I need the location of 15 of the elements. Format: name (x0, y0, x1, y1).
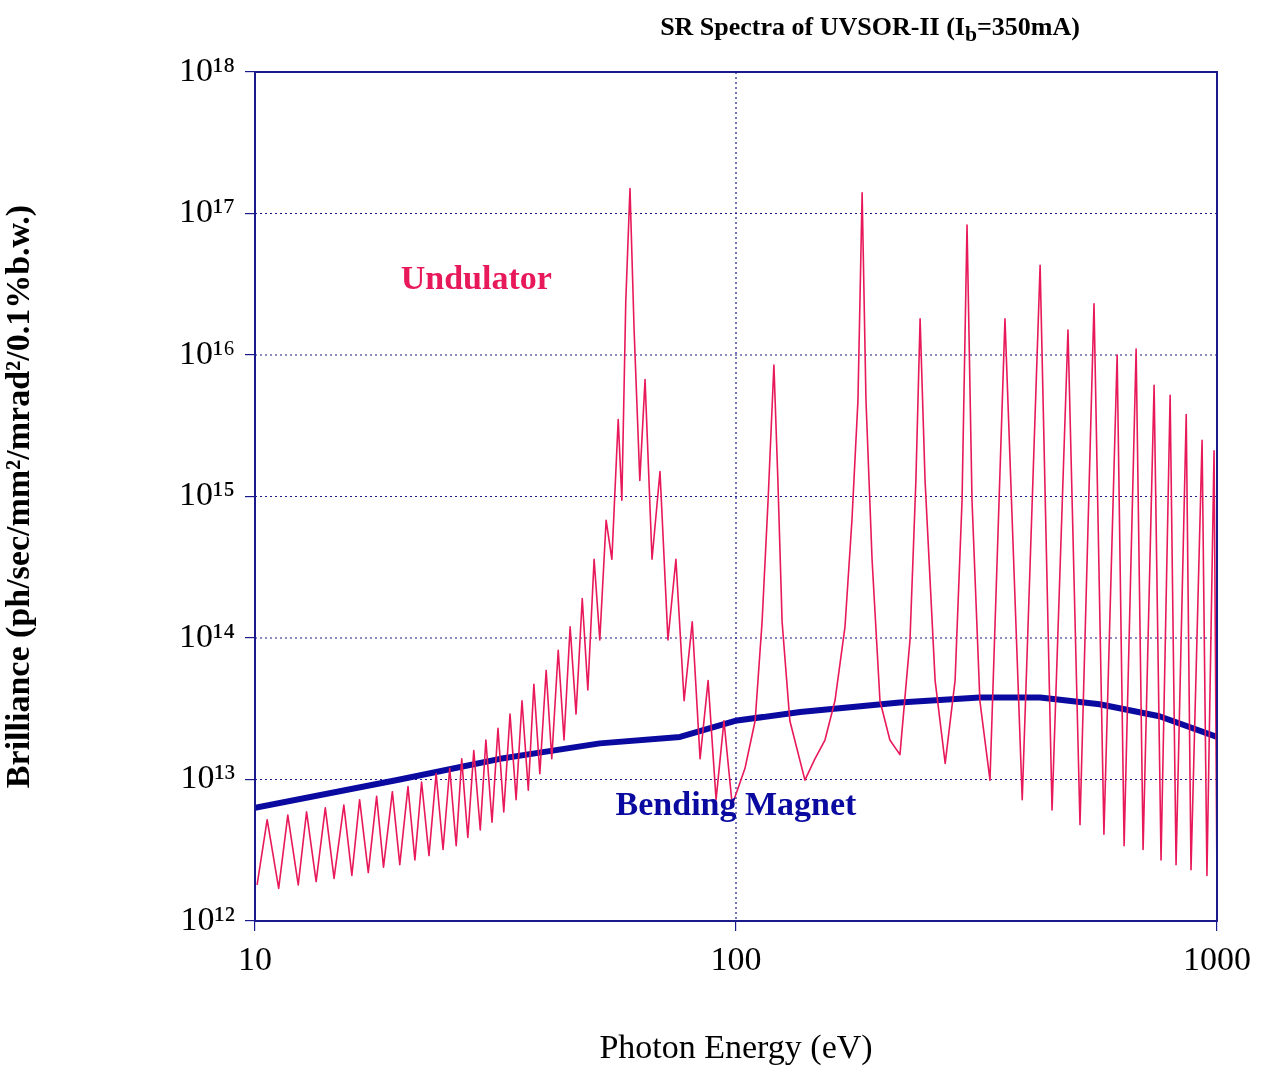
x-tick-label: 1000 (1183, 940, 1251, 978)
chart-title: SR Spectra of UVSOR-II (I$_{b}$=350mA) (659, 12, 1081, 48)
y-axis-title: Brilliance (ph/sec/mm²/mrad²/0.1%b.w.) (0, 204, 38, 789)
series-label: Bending Magnet (615, 785, 858, 823)
y-tick-label: 10¹⁴ (178, 616, 235, 654)
y-tick-label: 10¹⁸ (178, 50, 235, 88)
y-tick-label: 10¹³ (180, 758, 235, 796)
x-axis-title: Photon Energy (eV) (599, 1027, 873, 1066)
x-tick-label: 10 (238, 940, 272, 978)
y-tick-label: 10¹⁶ (178, 333, 235, 371)
x-tick-label: 100 (710, 940, 762, 978)
y-tick-label: 10¹² (180, 899, 235, 937)
y-tick-label: 10¹⁷ (178, 192, 235, 230)
y-tick-label: 10¹⁵ (178, 475, 235, 513)
text: Undulator (400, 258, 552, 296)
